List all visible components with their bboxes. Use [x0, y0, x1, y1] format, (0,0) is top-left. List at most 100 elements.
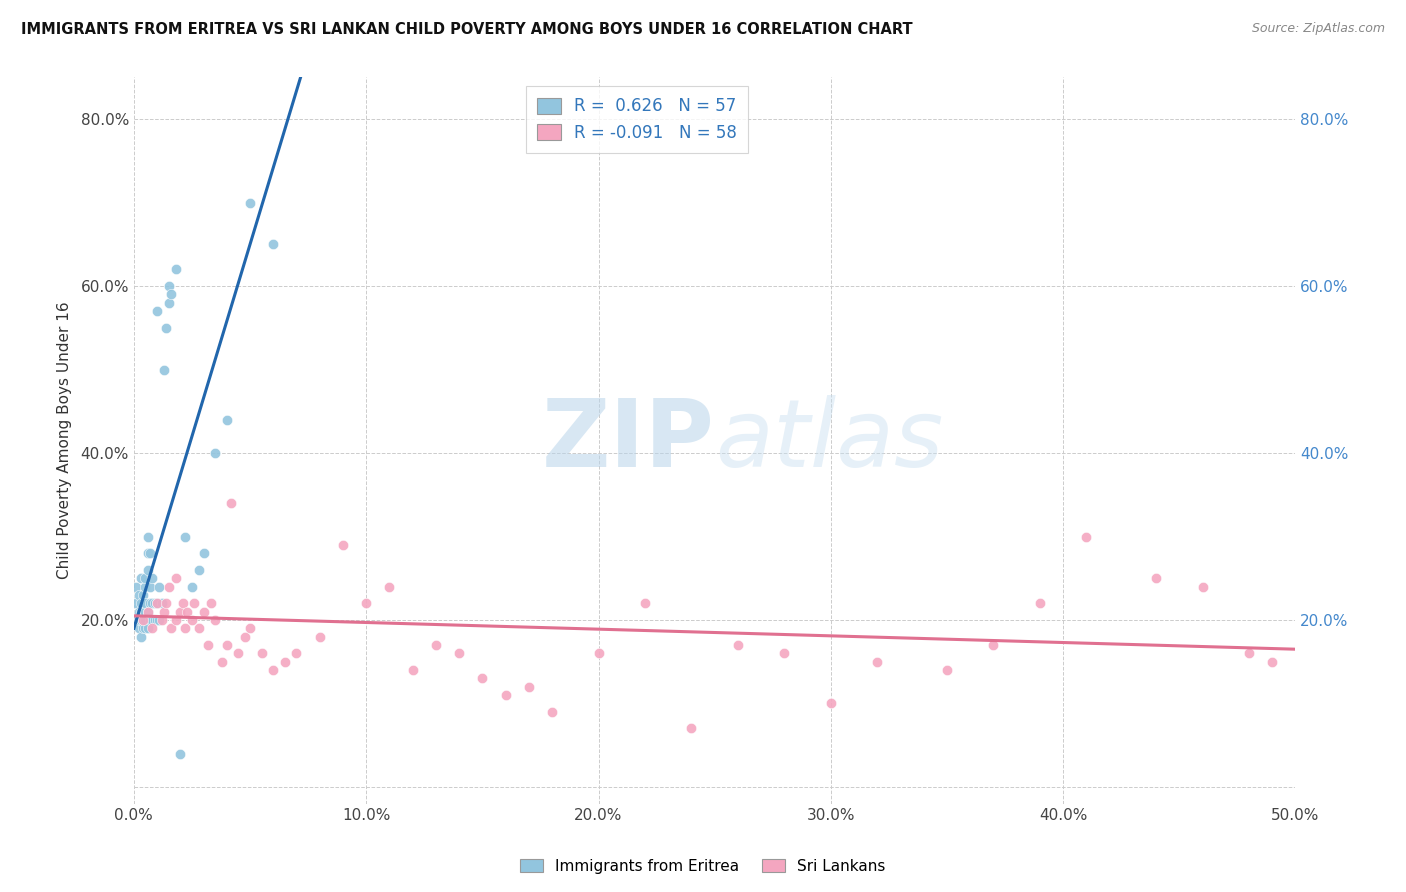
- Point: [215, 638, 238, 652]
- Point: [136, 546, 159, 560]
- Text: Source: ZipAtlas.com: Source: ZipAtlas.com: [1251, 22, 1385, 36]
- Point: [160, 287, 183, 301]
- Point: [354, 596, 377, 610]
- Point: [139, 613, 162, 627]
- Legend: R =  0.626   N = 57, R = -0.091   N = 58: R = 0.626 N = 57, R = -0.091 N = 58: [526, 86, 748, 153]
- Text: ZIP: ZIP: [541, 394, 714, 486]
- Point: [136, 605, 159, 619]
- Point: [141, 596, 163, 610]
- Point: [150, 596, 173, 610]
- Point: [239, 195, 262, 210]
- Point: [165, 571, 187, 585]
- Point: [141, 613, 163, 627]
- Y-axis label: Child Poverty Among Boys Under 16: Child Poverty Among Boys Under 16: [58, 301, 72, 579]
- Point: [143, 596, 166, 610]
- Point: [1029, 596, 1052, 610]
- Point: [471, 672, 494, 686]
- Point: [165, 262, 187, 277]
- Point: [129, 571, 152, 585]
- Point: [176, 605, 198, 619]
- Point: [125, 613, 148, 627]
- Point: [332, 538, 354, 552]
- Point: [936, 663, 959, 677]
- Point: [128, 613, 150, 627]
- Point: [193, 605, 215, 619]
- Point: [157, 279, 180, 293]
- Point: [401, 663, 423, 677]
- Point: [153, 362, 176, 376]
- Point: [187, 563, 209, 577]
- Text: IMMIGRANTS FROM ERITREA VS SRI LANKAN CHILD POVERTY AMONG BOYS UNDER 16 CORRELAT: IMMIGRANTS FROM ERITREA VS SRI LANKAN CH…: [21, 22, 912, 37]
- Point: [155, 596, 177, 610]
- Point: [153, 605, 176, 619]
- Point: [228, 646, 250, 660]
- Point: [262, 663, 284, 677]
- Point: [132, 613, 155, 627]
- Point: [425, 638, 447, 652]
- Point: [128, 588, 150, 602]
- Point: [141, 621, 163, 635]
- Point: [378, 580, 401, 594]
- Point: [129, 605, 152, 619]
- Point: [128, 621, 150, 635]
- Point: [128, 605, 150, 619]
- Point: [285, 646, 308, 660]
- Point: [634, 596, 657, 610]
- Point: [139, 546, 162, 560]
- Point: [143, 613, 166, 627]
- Point: [681, 722, 703, 736]
- Point: [132, 621, 155, 635]
- Point: [174, 621, 197, 635]
- Point: [169, 747, 191, 761]
- Point: [172, 596, 194, 610]
- Point: [193, 546, 215, 560]
- Point: [983, 638, 1005, 652]
- Point: [204, 446, 226, 460]
- Point: [250, 646, 273, 660]
- Point: [517, 680, 540, 694]
- Point: [157, 580, 180, 594]
- Point: [541, 705, 564, 719]
- Point: [132, 588, 155, 602]
- Point: [495, 688, 517, 702]
- Point: [449, 646, 471, 660]
- Point: [181, 613, 204, 627]
- Point: [129, 630, 152, 644]
- Text: atlas: atlas: [714, 395, 943, 486]
- Point: [134, 621, 156, 635]
- Point: [160, 621, 183, 635]
- Point: [146, 613, 169, 627]
- Point: [235, 630, 257, 644]
- Point: [215, 412, 238, 426]
- Point: [146, 304, 169, 318]
- Point: [274, 655, 297, 669]
- Point: [129, 613, 152, 627]
- Point: [1261, 655, 1284, 669]
- Point: [157, 295, 180, 310]
- Point: [588, 646, 610, 660]
- Point: [866, 655, 889, 669]
- Point: [136, 529, 159, 543]
- Point: [165, 613, 187, 627]
- Point: [146, 596, 169, 610]
- Point: [125, 580, 148, 594]
- Point: [181, 580, 204, 594]
- Point: [211, 655, 233, 669]
- Point: [155, 321, 177, 335]
- Point: [136, 563, 159, 577]
- Point: [1237, 646, 1260, 660]
- Point: [221, 496, 243, 510]
- Point: [820, 697, 842, 711]
- Point: [204, 613, 226, 627]
- Point: [727, 638, 749, 652]
- Point: [262, 237, 284, 252]
- Point: [1144, 571, 1167, 585]
- Point: [136, 621, 159, 635]
- Point: [132, 613, 155, 627]
- Point: [174, 529, 197, 543]
- Point: [169, 605, 191, 619]
- Point: [134, 580, 156, 594]
- Point: [141, 571, 163, 585]
- Point: [1076, 529, 1098, 543]
- Point: [134, 613, 156, 627]
